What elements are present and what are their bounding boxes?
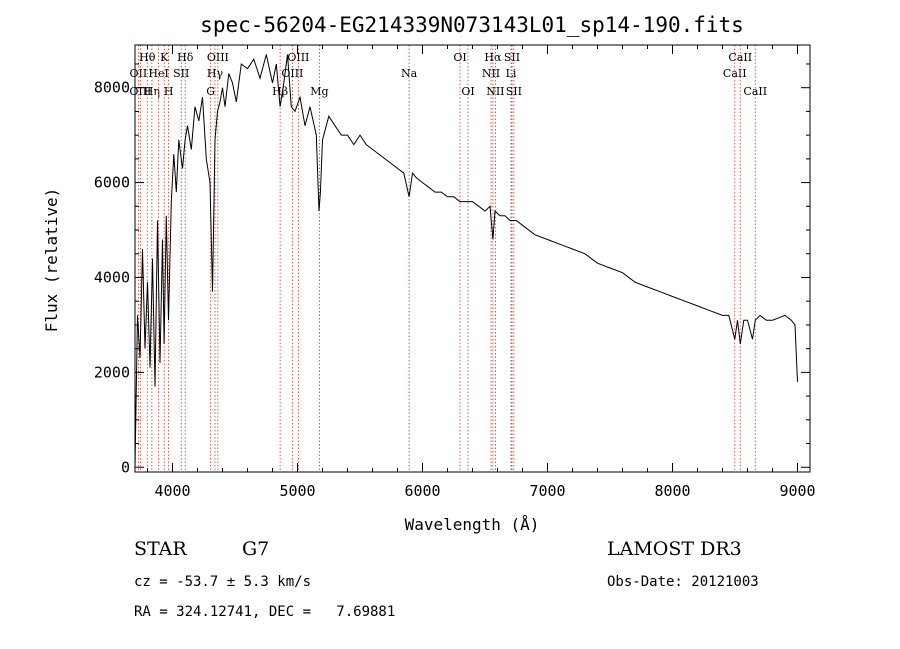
x-tick-label: 7000: [529, 482, 565, 500]
y-tick-label: 6000: [94, 174, 130, 192]
line-marker-label: SII: [504, 51, 520, 64]
line-marker-label: CaII: [723, 67, 747, 80]
line-marker-label: Hα: [484, 51, 502, 64]
line-marker-label: G: [206, 85, 215, 98]
line-marker-label: SII: [173, 67, 189, 80]
line-marker-label: CaII: [743, 85, 767, 98]
line-marker-label: Mg: [310, 85, 328, 98]
line-marker-label: OII: [130, 67, 148, 80]
axes: 4000 5000 6000 7000 8000 9000 0 2000 4000 6000 800…: [94, 45, 816, 500]
line-marker-label: SII: [506, 85, 522, 98]
line-marker-label: Hβ: [272, 85, 288, 98]
y-axis-title: Flux (relative): [42, 188, 61, 333]
line-marker-label: Hδ: [177, 51, 194, 64]
y-tick-label: 8000: [94, 79, 130, 97]
line-marker-label: Hη: [144, 85, 160, 98]
x-tick-label: 9000: [779, 482, 815, 500]
line-marker-label: Hθ: [139, 51, 156, 64]
line-marker-label: CaII: [728, 51, 752, 64]
redshift-velocity: cz = -53.7 ± 5.3 km/s: [134, 574, 312, 590]
line-markers: HθOIIOIIIHηHeIKHSIIHδGHγOIIIHβOIIIOIIIMg…: [129, 45, 767, 472]
survey-name: LAMOST DR3: [607, 538, 742, 560]
chart-title: spec-56204-EG214339N073143L01_sp14-190.f…: [200, 13, 744, 37]
line-marker-label: Hγ: [207, 67, 224, 80]
coordinates: RA = 324.12741, DEC = 7.69881: [134, 604, 396, 620]
object-class: STAR: [134, 538, 187, 560]
y-tick-label: 4000: [94, 268, 130, 286]
x-axis-title: Wavelength (Å): [405, 515, 540, 534]
observation-date: Obs-Date: 20121003: [607, 574, 759, 590]
x-tick-label: 8000: [654, 482, 690, 500]
x-tick-label: 6000: [404, 482, 440, 500]
line-marker-label: NII: [486, 85, 504, 98]
spectrum-series-line: [134, 54, 798, 468]
line-marker-label: H: [164, 85, 174, 98]
x-tick-label: 5000: [279, 482, 315, 500]
x-tick-label: 4000: [154, 482, 190, 500]
line-marker-label: OI: [453, 51, 466, 64]
line-marker-label: OIII: [281, 67, 303, 80]
line-marker-label: OIII: [207, 51, 229, 64]
line-marker-label: HeI: [148, 67, 168, 80]
line-marker-label: OIII: [287, 51, 309, 64]
plot-frame: [134, 44, 811, 473]
line-marker-label: Li: [506, 67, 517, 80]
line-marker-label: OI: [461, 85, 474, 98]
line-marker-label: Na: [401, 67, 418, 80]
y-tick-label: 0: [121, 458, 130, 476]
line-marker-label: K: [160, 51, 169, 64]
y-tick-label: 2000: [94, 363, 130, 381]
line-marker-label: NII: [482, 67, 500, 80]
object-subclass: G7: [242, 538, 270, 560]
series-layer: [134, 54, 798, 468]
